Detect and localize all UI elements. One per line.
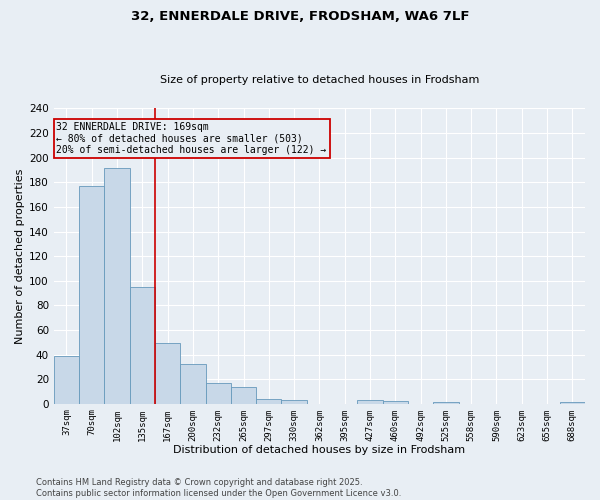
Title: Size of property relative to detached houses in Frodsham: Size of property relative to detached ho… (160, 76, 479, 86)
Bar (256, 399, 281, 404)
Bar (79, 186, 104, 404)
Bar (560, 402, 585, 404)
Bar (281, 400, 307, 404)
Bar (383, 402, 408, 404)
Text: Contains HM Land Registry data © Crown copyright and database right 2025.
Contai: Contains HM Land Registry data © Crown c… (36, 478, 401, 498)
Bar (206, 383, 231, 404)
Bar (155, 344, 180, 404)
Bar (231, 386, 256, 404)
Text: 32, ENNERDALE DRIVE, FRODSHAM, WA6 7LF: 32, ENNERDALE DRIVE, FRODSHAM, WA6 7LF (131, 10, 469, 23)
Bar (104, 168, 130, 404)
Text: 32 ENNERDALE DRIVE: 169sqm
← 80% of detached houses are smaller (503)
20% of sem: 32 ENNERDALE DRIVE: 169sqm ← 80% of deta… (56, 122, 326, 155)
Y-axis label: Number of detached properties: Number of detached properties (15, 168, 25, 344)
Bar (130, 287, 155, 404)
X-axis label: Distribution of detached houses by size in Frodsham: Distribution of detached houses by size … (173, 445, 466, 455)
Bar (54, 356, 79, 404)
Bar (358, 400, 383, 404)
Bar (180, 364, 206, 404)
Bar (433, 402, 458, 404)
